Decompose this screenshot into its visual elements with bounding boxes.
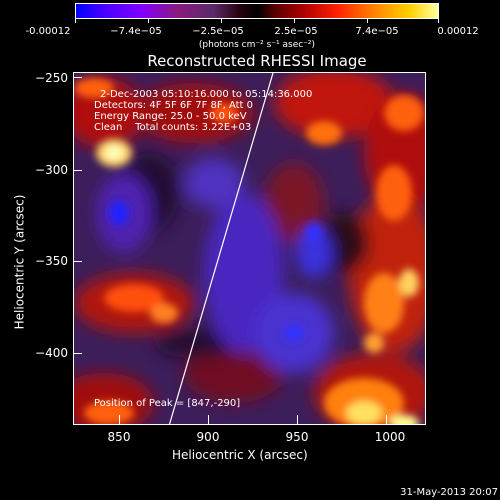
colorbar-tick [148,19,149,23]
x-tickmark [208,415,209,424]
colorbar-label-2: −7.4e−05 [110,26,162,37]
detectors-text: Detectors: 4F 5F 6F 7F 8F, Att 0 [94,100,254,111]
colorbar-label-4: 2.5e−05 [274,26,318,37]
x-tick-label: 850 [107,430,131,444]
colorbar-tick [221,19,222,23]
y-tick-label: −400 [35,346,68,360]
solar-limb-line [168,73,274,424]
colorbar-tick [367,19,368,23]
colorbar-tick [294,19,295,23]
timestamp-footer: 31-May-2013 20:07 [400,487,498,498]
image-title: Reconstructed RHESSI Image [147,52,367,70]
y-tickmark [73,77,82,78]
colorbar-label-1: -0.00012 [25,26,71,37]
peak-position-text: Position of Peak = [847,-290] [94,398,241,409]
colorbar-label-6: 0.00012 [437,26,479,37]
y-tickmark [73,170,82,171]
x-tickmark [297,415,298,424]
y-tickmark [73,353,82,354]
hot-spots [74,78,424,424]
y-axis-label: Heliocentric Y (arcsec) [12,194,27,330]
y-tick-label: −250 [35,71,68,85]
time-range-text: 2-Dec-2003 05:10:16.000 to 05:14:36.000 [100,89,313,100]
energy-range-text: Energy Range: 25.0 - 50.0 keV [94,111,247,122]
rhessi-image-map [74,73,425,424]
x-axis-label: Heliocentric X (arcsec) [172,448,308,462]
rhessi-image-plot [73,72,426,425]
colorbar-tick [438,19,439,23]
colorbar-tick [75,19,76,23]
x-tick-label: 900 [196,430,220,444]
x-tickmark [386,415,387,424]
method-counts-text: Clean Total counts: 3.22E+03 [94,122,252,133]
colorbar [75,3,439,19]
colorbar-label-3: −2.5e−05 [192,26,244,37]
y-tick-label: −300 [35,163,68,177]
colorbar-units: (photons cm⁻² s⁻¹ asec⁻²) [198,40,316,50]
y-tick-label: −350 [35,254,68,268]
y-tickmark [73,261,82,262]
x-tickmark [119,415,120,424]
x-tick-label: 950 [285,430,309,444]
x-tick-label: 1000 [374,430,406,444]
colorbar-label-5: 7.4e−05 [355,26,399,37]
